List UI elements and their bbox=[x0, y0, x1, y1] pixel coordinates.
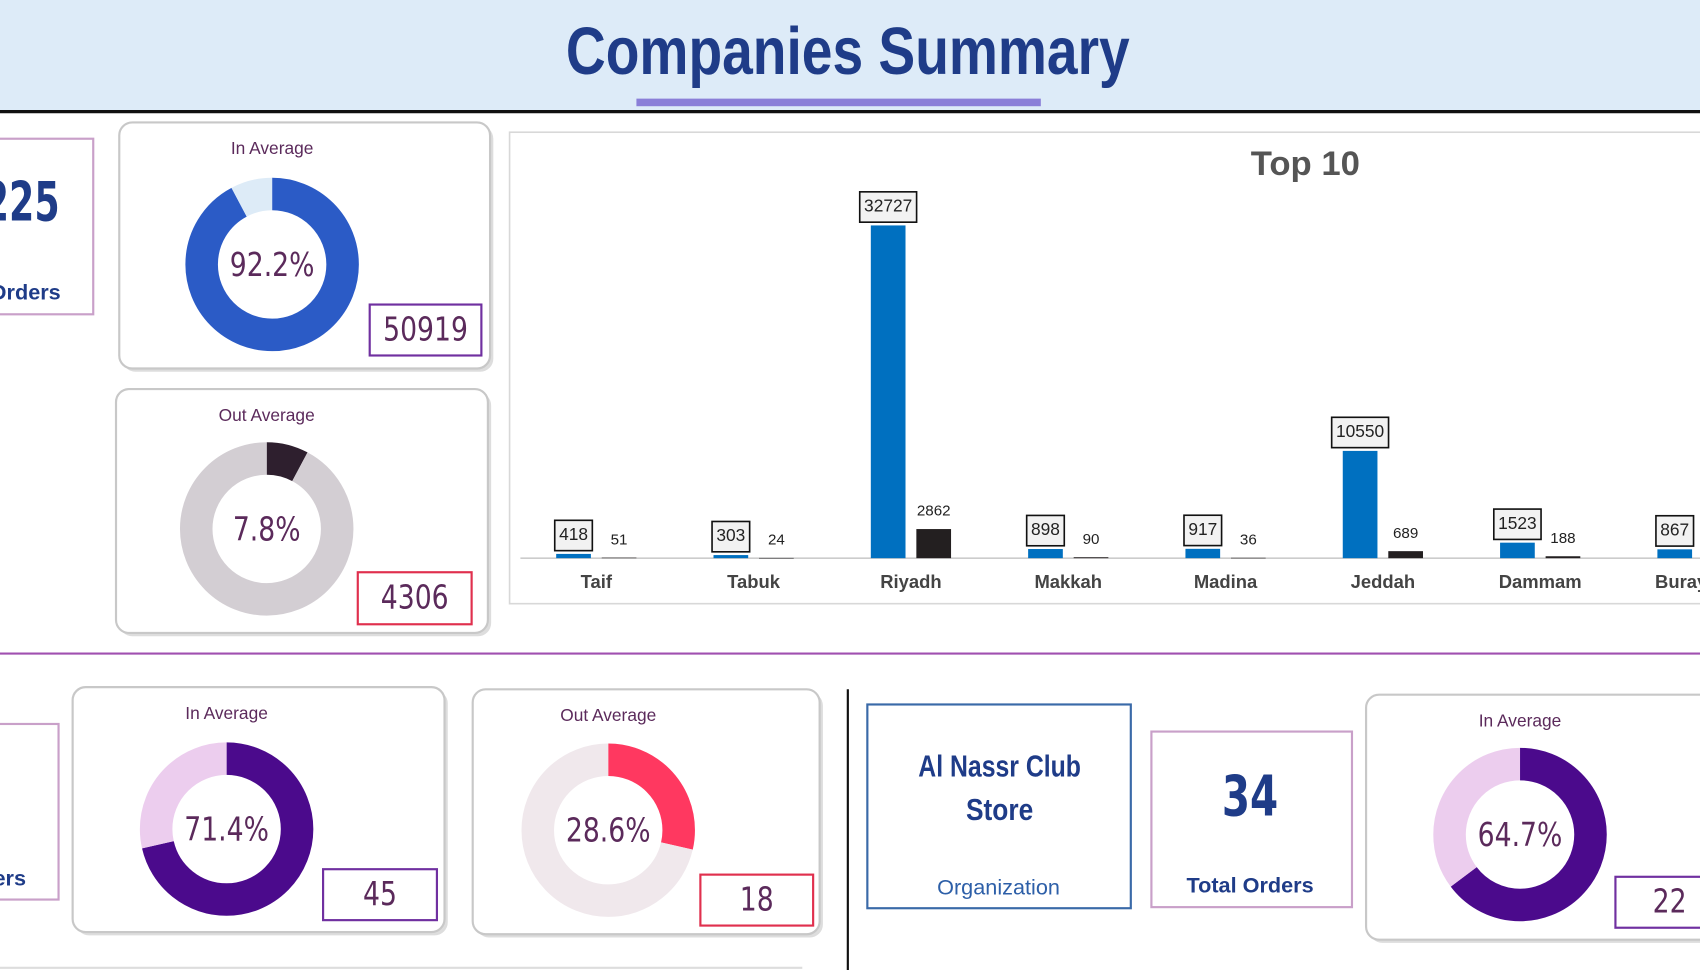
card bbox=[1150, 730, 1354, 909]
card bbox=[0, 137, 95, 316]
card-label: Orders bbox=[0, 279, 61, 304]
center-label: 71.4% bbox=[184, 811, 269, 849]
count-value: 50919 bbox=[383, 311, 468, 349]
count-value: 18 bbox=[740, 881, 774, 919]
value-label: 689 bbox=[1393, 525, 1418, 542]
value-label: 51 bbox=[611, 531, 628, 548]
card-label: Organization bbox=[937, 874, 1060, 899]
x-tick-label: Dammam bbox=[1499, 571, 1582, 592]
bar bbox=[1230, 557, 1266, 559]
x-tick-label: Riyadh bbox=[880, 571, 941, 592]
bar bbox=[870, 225, 906, 559]
card-label: Orders bbox=[0, 866, 26, 891]
donut-slice bbox=[179, 442, 354, 616]
value-label: 90 bbox=[1083, 531, 1100, 548]
bar bbox=[1073, 557, 1109, 559]
bar bbox=[1657, 549, 1693, 559]
count-box bbox=[356, 571, 473, 626]
bar bbox=[601, 557, 637, 559]
value-label-box bbox=[1492, 508, 1542, 541]
organization-name: Store bbox=[966, 794, 1033, 827]
bar bbox=[1028, 549, 1063, 559]
value-label-box bbox=[1655, 514, 1695, 547]
value-label-box bbox=[1183, 514, 1223, 547]
value-label: 1523 bbox=[1498, 513, 1537, 533]
value-label: 418 bbox=[559, 524, 588, 544]
donut-title: In Average bbox=[1479, 710, 1562, 730]
count-box bbox=[1614, 875, 1700, 929]
x-tick-label: Madina bbox=[1194, 571, 1258, 592]
value-label: 188 bbox=[1550, 530, 1575, 547]
value-label: 2862 bbox=[917, 503, 951, 520]
header-band bbox=[0, 0, 1700, 112]
donut-title: In Average bbox=[185, 703, 268, 723]
value-label-box bbox=[1330, 416, 1390, 449]
bar bbox=[713, 555, 749, 559]
count-box bbox=[322, 868, 439, 922]
bar bbox=[916, 529, 952, 559]
count-box bbox=[368, 303, 483, 357]
value-label: 898 bbox=[1031, 519, 1060, 539]
value-label: 24 bbox=[768, 532, 785, 549]
value-label: 917 bbox=[1188, 519, 1217, 539]
donut-title: In Average bbox=[231, 138, 314, 158]
count-box bbox=[699, 873, 815, 927]
count-value: 45 bbox=[363, 876, 397, 914]
value-label-box bbox=[553, 519, 594, 552]
page-title: Companies Summary bbox=[566, 14, 1130, 89]
count-value: 4306 bbox=[381, 579, 449, 617]
bar bbox=[556, 553, 591, 559]
card bbox=[0, 722, 60, 901]
bar bbox=[1342, 450, 1378, 559]
center-label: 7.8% bbox=[233, 511, 301, 549]
bar bbox=[1545, 556, 1581, 559]
bar bbox=[1388, 551, 1423, 559]
chart-title: Top 10 bbox=[1251, 145, 1360, 183]
value-label-box bbox=[858, 191, 918, 223]
card-value: 225 bbox=[0, 171, 60, 234]
card-label: Total Orders bbox=[1186, 872, 1313, 897]
donut-title: Out Average bbox=[219, 405, 315, 425]
center-label: 92.2% bbox=[230, 246, 315, 284]
donut-slice bbox=[139, 742, 314, 916]
value-label: 303 bbox=[716, 525, 745, 545]
x-tick-label: Jeddah bbox=[1351, 571, 1415, 592]
title-underline bbox=[636, 98, 1041, 107]
center-label: 64.7% bbox=[1478, 816, 1563, 854]
value-label-box bbox=[711, 520, 751, 553]
x-tick-label: Buraydah bbox=[1655, 571, 1700, 592]
value-label: 36 bbox=[1240, 531, 1257, 548]
bar bbox=[1185, 548, 1221, 559]
count-value: 22 bbox=[1653, 883, 1687, 921]
value-label-box bbox=[1025, 514, 1066, 547]
donut-title: Out Average bbox=[560, 705, 656, 725]
value-label: 32727 bbox=[864, 196, 912, 216]
card bbox=[866, 703, 1132, 910]
x-tick-label: Makkah bbox=[1034, 571, 1102, 592]
bar bbox=[1500, 542, 1535, 559]
bar bbox=[759, 557, 794, 559]
card-value: 34 bbox=[1222, 764, 1278, 829]
organization-name: Al Nassr Club bbox=[918, 750, 1081, 783]
x-tick-label: Tabuk bbox=[727, 571, 781, 592]
donut-slice bbox=[521, 743, 695, 917]
donut-slice bbox=[1433, 747, 1607, 922]
x-tick-label: Taif bbox=[581, 571, 613, 592]
donut-slice bbox=[185, 177, 359, 352]
value-label: 867 bbox=[1660, 519, 1689, 539]
center-label: 28.6% bbox=[566, 812, 651, 850]
value-label: 10550 bbox=[1336, 421, 1384, 441]
